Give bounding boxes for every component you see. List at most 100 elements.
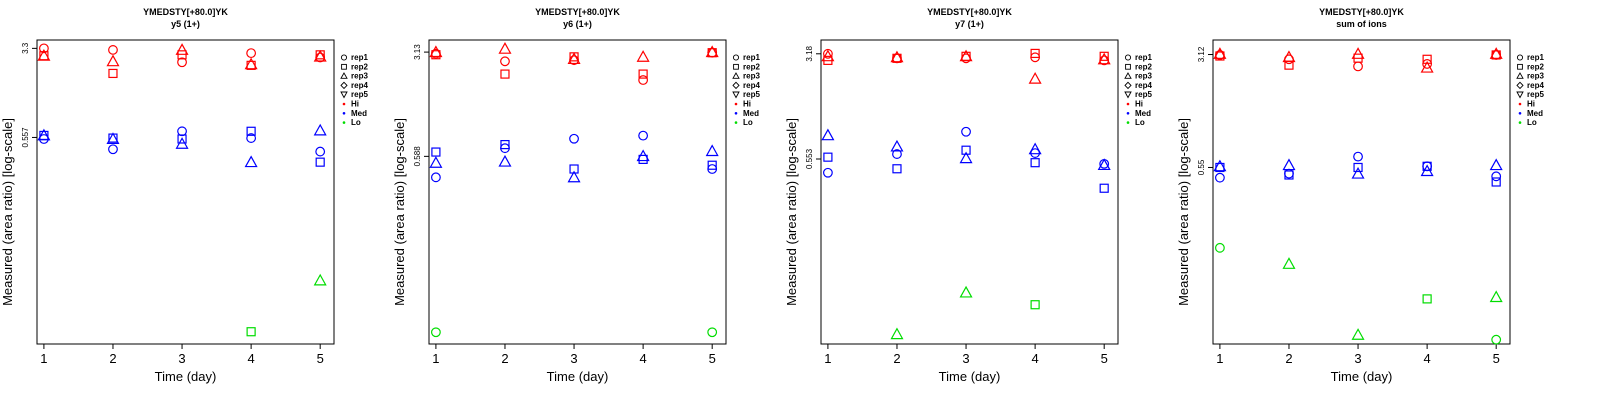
legend-marker <box>1125 63 1131 70</box>
data-point <box>1099 183 1109 193</box>
data-point <box>1282 50 1296 63</box>
data-point <box>567 170 581 183</box>
chart-subtitle: sum of ions <box>1336 19 1387 29</box>
plot-frame <box>820 39 1119 345</box>
x-tick-label: 5 <box>1493 351 1500 366</box>
data-point <box>636 149 650 162</box>
chart-panel-2: YMEDSTY[+80.0]YK y6 (1+) 1 2 3 4 5 Time (day) 3.… <box>392 7 760 384</box>
x-tick-label: 3 <box>178 351 185 366</box>
legend-label: rep2 <box>1135 62 1152 71</box>
x-tick-label: 4 <box>247 351 254 366</box>
data-point <box>431 327 441 338</box>
data-point <box>244 57 258 70</box>
data-point <box>106 132 120 144</box>
legend-label: rep3 <box>743 72 760 81</box>
data-point <box>1489 290 1503 303</box>
data-point <box>892 164 902 174</box>
chart-title: YMEDSTY[+80.0]YK <box>1319 7 1404 17</box>
legend-label: rep2 <box>743 62 760 71</box>
data-point <box>892 149 902 159</box>
legend-label: Hi <box>1135 100 1143 109</box>
data-point <box>567 52 581 65</box>
data-point <box>498 154 512 167</box>
data-point <box>244 155 258 168</box>
data-point <box>1422 59 1433 69</box>
data-point <box>1422 294 1432 304</box>
plot-frame <box>1212 39 1511 345</box>
legend-marker <box>733 63 739 70</box>
legend-label: Lo <box>1135 118 1145 127</box>
data-point <box>1097 52 1111 65</box>
x-tick-label: 4 <box>639 351 646 366</box>
legend-label: Lo <box>1527 118 1537 127</box>
legend-marker <box>1126 121 1130 124</box>
data-point <box>1213 159 1227 172</box>
data-point <box>246 48 257 59</box>
data-point <box>1282 158 1296 171</box>
data-point <box>313 273 327 286</box>
x-tick-label: 2 <box>893 351 900 366</box>
y-axis-label: Measured (area ratio) [log-scale] <box>784 118 799 306</box>
data-point <box>108 45 118 55</box>
data-point <box>1097 158 1111 171</box>
legend-label: rep1 <box>1135 53 1152 62</box>
y-axis-label: Measured (area ratio) [log-scale] <box>392 118 407 306</box>
x-tick-label: 2 <box>109 351 116 366</box>
data-point <box>1351 47 1365 59</box>
legend-label: rep1 <box>743 53 760 62</box>
legend-marker <box>340 72 348 79</box>
data-point <box>823 167 833 178</box>
data-point <box>1099 51 1109 61</box>
data-point <box>707 160 717 170</box>
chart-title: YMEDSTY[+80.0]YK <box>143 7 228 17</box>
data-point <box>890 139 904 152</box>
legend-label: rep5 <box>1135 90 1152 99</box>
data-point <box>431 172 441 183</box>
legend-marker <box>734 112 738 115</box>
data-point <box>37 128 51 141</box>
chart-panel-4: YMEDSTY[+80.0]YK sum of ions 1 2 3 4 5 Time (da… <box>1176 7 1544 384</box>
legend-label: Hi <box>351 100 359 109</box>
legend-marker <box>732 72 740 79</box>
legend-marker <box>1518 121 1522 124</box>
data-point <box>1489 47 1503 59</box>
y-tick-label: 0.557 <box>21 127 30 148</box>
y-tick-label: 0.588 <box>413 146 422 167</box>
data-point <box>1030 300 1040 310</box>
x-tick-label: 3 <box>570 351 577 366</box>
data-point <box>246 126 256 136</box>
legend-marker <box>340 91 348 99</box>
y-axis-label: Measured (area ratio) [log-scale] <box>0 118 15 306</box>
data-point <box>1489 158 1503 171</box>
legend-marker <box>340 81 348 90</box>
legend-label: rep4 <box>1135 81 1152 90</box>
legend-marker <box>340 54 348 61</box>
legend-marker <box>342 102 346 106</box>
legend-label: Lo <box>743 118 753 127</box>
legend-label: Med <box>351 109 367 118</box>
data-point <box>638 69 648 79</box>
data-point <box>821 128 835 141</box>
data-point <box>959 151 973 164</box>
data-point <box>1353 162 1363 173</box>
legend-label: rep3 <box>1135 72 1152 81</box>
data-point <box>636 50 650 62</box>
legend-label: Hi <box>743 100 751 109</box>
legend-marker <box>1124 91 1132 99</box>
data-point <box>500 69 510 79</box>
data-point <box>959 49 973 62</box>
legend-label: Med <box>1135 109 1151 118</box>
legend-marker <box>732 91 740 99</box>
x-tick-label: 1 <box>824 351 831 366</box>
chart-subtitle: y7 (1+) <box>955 19 984 29</box>
x-axis-label: Time (day) <box>155 369 217 384</box>
plot-frame <box>428 39 727 345</box>
x-tick-label: 4 <box>1031 351 1038 366</box>
data-point <box>500 56 510 67</box>
data-point <box>1420 164 1434 177</box>
legend-marker <box>1517 63 1523 70</box>
legend-marker <box>734 102 738 106</box>
data-point <box>177 134 187 144</box>
x-tick-label: 1 <box>40 351 47 366</box>
